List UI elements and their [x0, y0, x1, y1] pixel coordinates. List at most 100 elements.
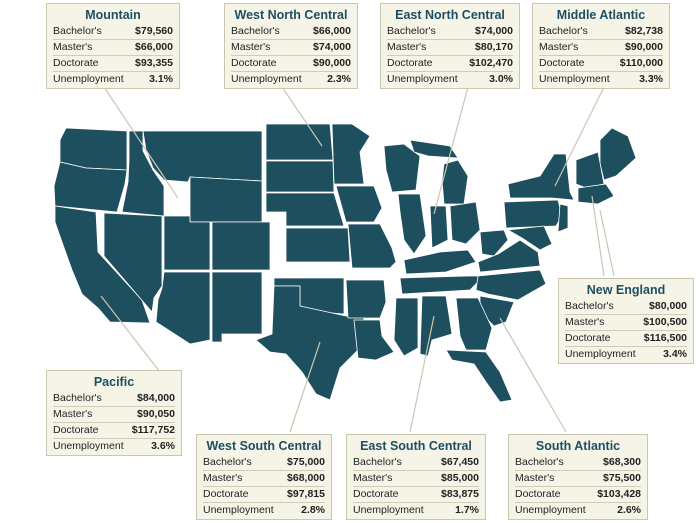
stat-label: Doctorate [203, 488, 249, 500]
stat-value: $68,300 [603, 456, 641, 468]
region-title: Pacific [93, 375, 135, 389]
stat-value: $79,560 [135, 25, 173, 37]
stat-label: Bachelor's [231, 25, 280, 37]
stat-label: Doctorate [515, 488, 561, 500]
stat-value: $116,500 [643, 332, 687, 344]
south-atlantic-card: South Atlantic Bachelor's $68,300 Master'… [508, 434, 648, 520]
east-south-central-card: East South Central Bachelor's $67,450 Mas… [346, 434, 486, 520]
stat-label: Doctorate [53, 57, 99, 69]
masters-row: Master's $66,000 [53, 40, 173, 56]
indiana-state [429, 205, 449, 249]
stat-value: $90,050 [137, 408, 175, 420]
east-south-central-leader-line [409, 315, 435, 433]
west-south-central-leader-line [289, 341, 321, 433]
doctorate-row: Doctorate $93,355 [53, 56, 173, 72]
stat-value: 1.7% [455, 504, 479, 516]
colorado-state [211, 221, 271, 271]
mountain-region [103, 130, 271, 345]
doctorate-row: Doctorate $83,875 [353, 487, 479, 503]
east-north-central-region [383, 139, 481, 255]
stat-label: Doctorate [387, 57, 433, 69]
doctorate-row: Doctorate $116,500 [565, 331, 687, 347]
stat-value: $90,000 [625, 41, 663, 53]
stat-value: 3.1% [149, 73, 173, 85]
bachelors-row: Bachelor's $80,000 [565, 299, 687, 315]
stat-label: Bachelor's [53, 392, 102, 404]
iowa-state [335, 185, 383, 223]
region-title: West North Central [234, 8, 348, 22]
west-north-central-region [265, 123, 397, 269]
stat-label: Doctorate [231, 57, 277, 69]
stat-label: Unemployment [203, 504, 274, 516]
nebraska-state [265, 192, 345, 227]
new-york-state [507, 153, 575, 201]
region-title: New England [586, 283, 666, 297]
pacific-card: Pacific Bachelor's $84,000 Master's $90,05… [46, 370, 182, 456]
unemployment-row: Unemployment 3.6% [53, 439, 175, 454]
stat-label: Unemployment [231, 73, 302, 85]
stat-label: Bachelor's [353, 456, 402, 468]
west-south-central-region [255, 277, 395, 401]
region-title: East North Central [395, 8, 505, 22]
stat-value: 2.3% [327, 73, 351, 85]
east-north-central-leader-line [433, 86, 469, 215]
stat-label: Unemployment [565, 348, 636, 360]
region-title: East South Central [360, 439, 472, 453]
north-carolina-state [475, 269, 547, 301]
utah-state [163, 215, 211, 271]
wyoming-state [189, 176, 263, 223]
virginia-state [477, 239, 541, 273]
stat-value: $85,000 [441, 472, 479, 484]
stat-label: Master's [53, 41, 93, 53]
stat-label: Master's [231, 41, 271, 53]
unemployment-row: Unemployment 3.4% [565, 347, 687, 362]
north-dakota-state [265, 123, 334, 161]
stat-value: $80,000 [649, 300, 687, 312]
south-atlantic-region [445, 225, 553, 403]
unemployment-row: Unemployment 2.6% [515, 503, 641, 518]
east-south-central-region [393, 249, 485, 357]
west-north-central-card: West North Central Bachelor's $66,000 Mas… [224, 3, 358, 89]
unemployment-row: Unemployment 3.1% [53, 72, 173, 87]
stat-value: 3.3% [639, 73, 663, 85]
stat-value: $74,000 [313, 41, 351, 53]
middle-atlantic-leader-line [554, 86, 605, 187]
alabama-state [419, 295, 453, 357]
stat-label: Unemployment [515, 504, 586, 516]
idaho-state [121, 130, 165, 217]
bachelors-row: Bachelor's $68,300 [515, 455, 641, 471]
stat-value: $82,738 [625, 25, 663, 37]
stat-value: $102,470 [469, 57, 513, 69]
stat-label: Unemployment [53, 440, 124, 452]
stat-label: Bachelor's [515, 456, 564, 468]
doctorate-row: Doctorate $110,000 [539, 56, 663, 72]
kentucky-state [403, 249, 477, 275]
region-title: West South Central [206, 439, 322, 453]
stat-label: Bachelor's [53, 25, 102, 37]
bachelors-row: Bachelor's $74,000 [387, 24, 513, 40]
illinois-state [397, 193, 427, 255]
ohio-state [449, 201, 481, 245]
arkansas-state [345, 279, 387, 319]
mountain-card: Mountain Bachelor's $79,560 Master's $66,0… [46, 3, 180, 89]
stat-label: Bachelor's [203, 456, 252, 468]
stat-value: $75,500 [603, 472, 641, 484]
stat-label: Bachelor's [539, 25, 588, 37]
wisconsin-state [383, 143, 421, 193]
east-north-central-card: East North Central Bachelor's $74,000 Mas… [380, 3, 520, 89]
new-england-leader-line-1 [591, 195, 605, 277]
stat-label: Bachelor's [565, 300, 614, 312]
new-mexico-state [211, 271, 263, 343]
doctorate-row: Doctorate $97,815 [203, 487, 325, 503]
stat-value: $110,000 [619, 57, 663, 69]
stat-value: $74,000 [475, 25, 513, 37]
unemployment-row: Unemployment 1.7% [353, 503, 479, 518]
montana-state [142, 130, 263, 183]
stat-value: $90,000 [313, 57, 351, 69]
doctorate-row: Doctorate $117,752 [53, 423, 175, 439]
stat-value: $84,000 [137, 392, 175, 404]
missouri-state [347, 223, 397, 269]
kansas-state [285, 227, 351, 263]
doctorate-row: Doctorate $90,000 [231, 56, 351, 72]
